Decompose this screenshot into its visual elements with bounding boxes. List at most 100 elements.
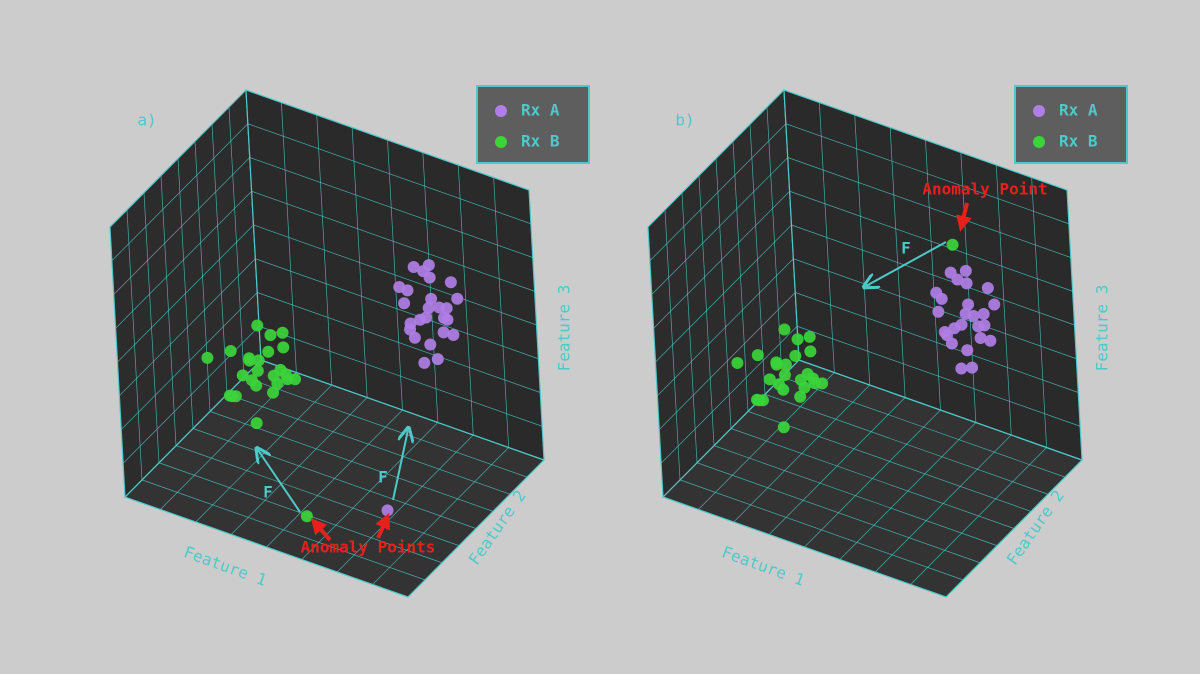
data-point — [777, 421, 790, 434]
grid-line — [422, 152, 439, 423]
z-axis-label: Feature 3 — [1093, 285, 1112, 372]
panel-label: b) — [675, 111, 694, 130]
grid-line — [653, 191, 790, 329]
data-point — [960, 277, 973, 290]
data-point — [279, 368, 292, 381]
grid-line — [791, 224, 1075, 326]
data-point — [408, 331, 421, 344]
arrow — [866, 241, 947, 286]
data-point — [955, 362, 968, 375]
data-point — [961, 344, 974, 357]
grid-line — [493, 177, 509, 448]
data-point — [791, 333, 804, 346]
grid-line — [839, 422, 977, 560]
data-point — [252, 354, 265, 367]
grid-line — [372, 447, 509, 585]
data-point — [804, 345, 817, 358]
data-point — [267, 386, 280, 399]
data-point — [245, 374, 258, 387]
legend-label: Rx A — [1059, 101, 1098, 120]
data-point — [773, 378, 786, 391]
grid-line — [337, 434, 474, 573]
data-point — [932, 305, 945, 318]
data-point — [262, 345, 275, 358]
data-point — [250, 417, 263, 430]
data-point — [264, 329, 277, 342]
grid-line — [117, 224, 254, 363]
data-point — [806, 372, 819, 385]
grid-line — [995, 164, 1012, 436]
data-point — [731, 356, 744, 369]
data-point — [437, 326, 450, 339]
data-point — [444, 276, 457, 289]
data-point — [401, 284, 414, 297]
legend-label: Rx A — [521, 101, 560, 120]
data-point — [779, 358, 792, 371]
annotation: Anomaly Point — [922, 180, 1047, 199]
data-point — [418, 356, 431, 369]
grid-line — [247, 123, 531, 225]
grid-line — [253, 224, 537, 326]
data-point — [751, 393, 764, 406]
data-point — [277, 341, 290, 354]
data-point — [778, 368, 791, 381]
arrow — [258, 450, 301, 513]
data-point — [789, 349, 802, 362]
grid-line — [111, 123, 249, 261]
panel-label: a) — [137, 111, 156, 130]
grid-line — [243, 376, 528, 478]
grid-line — [787, 157, 1071, 258]
data-point — [951, 273, 964, 286]
data-point — [251, 364, 264, 377]
data-point — [778, 323, 791, 336]
data-point — [201, 351, 214, 364]
data-point — [289, 373, 302, 386]
data-point — [962, 298, 975, 311]
grid-line — [249, 157, 533, 258]
grid-line — [785, 123, 1069, 225]
data-point — [967, 309, 980, 322]
grid-line — [194, 141, 211, 412]
data-point — [974, 332, 987, 345]
grid-line — [251, 190, 535, 292]
grid-line — [747, 411, 1032, 512]
data-point — [770, 358, 783, 371]
annotation: F — [901, 239, 911, 258]
data-point — [981, 281, 994, 294]
data-point — [959, 264, 972, 277]
data-point — [794, 390, 807, 403]
grid-line — [789, 190, 1073, 292]
data-point — [946, 238, 959, 251]
data-point — [945, 337, 958, 350]
grid-line — [115, 191, 252, 329]
grid-line — [228, 107, 245, 378]
data-point — [271, 377, 284, 390]
data-point — [276, 326, 289, 339]
grid-line — [457, 164, 474, 436]
data-point — [425, 292, 438, 305]
annotation: F — [378, 468, 388, 487]
data-point — [300, 510, 313, 523]
data-point — [431, 353, 444, 366]
data-point — [424, 338, 437, 351]
data-point — [441, 313, 454, 326]
legend-marker — [495, 136, 507, 148]
data-point — [224, 344, 237, 357]
grid-line — [192, 428, 477, 529]
legend-label: Rx B — [521, 132, 560, 151]
data-point — [414, 313, 427, 326]
grid-line — [651, 157, 788, 295]
legend — [1014, 85, 1128, 164]
data-point — [948, 322, 961, 335]
data-point — [966, 361, 979, 374]
legend-label: Rx B — [1059, 132, 1098, 151]
grid-line — [764, 393, 1049, 495]
legend-marker — [495, 105, 507, 117]
grid-line — [732, 141, 749, 412]
data-point — [763, 373, 776, 386]
annotation: Anomaly Points — [301, 538, 436, 557]
data-point — [404, 317, 417, 330]
data-point — [751, 349, 764, 362]
